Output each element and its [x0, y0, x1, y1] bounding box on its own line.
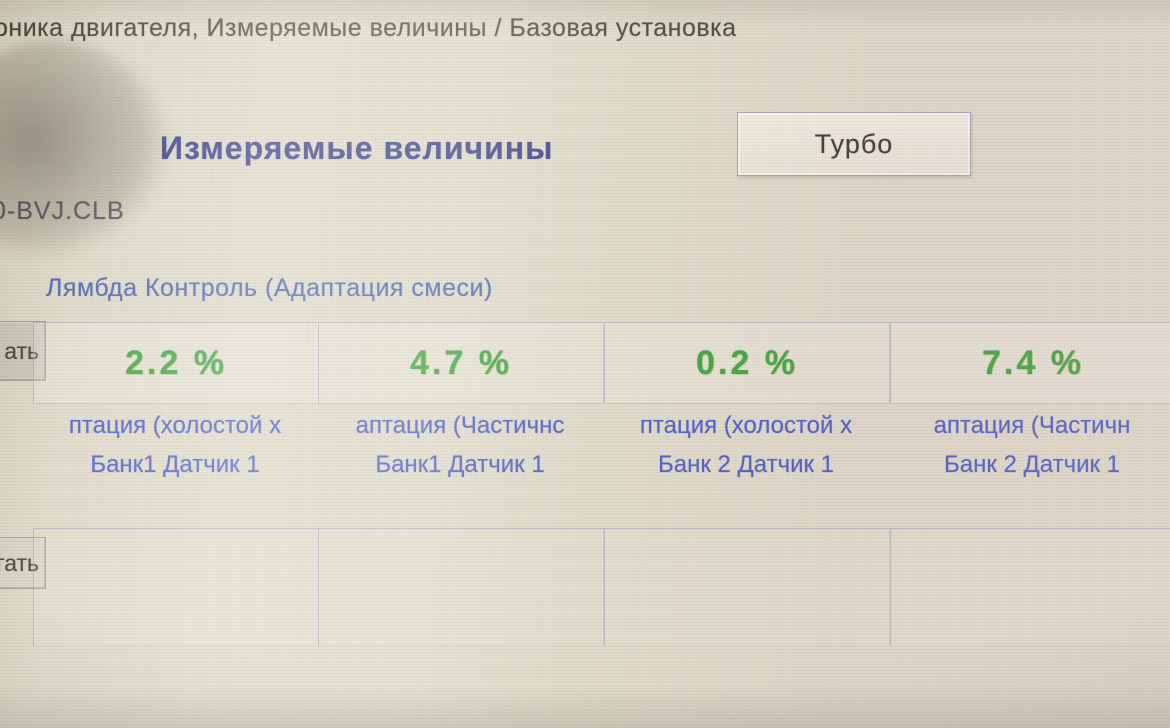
measurement-label: птация (холостой х Банк1 Датчик 1 [19, 406, 331, 484]
window-title: оника двигателя, Измеряемые величины / Б… [0, 14, 737, 42]
left-cropped-button-bottom[interactable]: гать [0, 537, 46, 589]
measurement-label-line1: аптация (Частичн [933, 412, 1131, 439]
measurement-label: аптация (Частичн Банк 2 Датчик 1 [876, 406, 1170, 484]
empty-measurement-box [33, 528, 319, 646]
measurement-value: 7.4 % [982, 343, 1084, 382]
measurement-value: 4.7 % [410, 343, 512, 382]
empty-measurement-box [890, 528, 1170, 646]
measurement-column-4: 7.4 % аптация (Частичн Банк 2 Датчик 1 [890, 0, 1170, 728]
label-file-name: 0-BVJ.CLB [0, 197, 125, 225]
measurement-label-line2: Банк1 Датчик 1 [90, 451, 260, 478]
page-title: Измеряемые величины [160, 130, 554, 166]
measurement-value-box: 2.2 % [33, 322, 319, 404]
measurement-label-line1: аптация (Частичнс [355, 412, 565, 439]
measurement-value: 2.2 % [125, 343, 227, 382]
empty-measurement-box [318, 528, 604, 646]
turbo-button[interactable]: Турбо [737, 112, 971, 176]
group-label-lambda-control: Лямбда Контроль (Адаптация смеси) [46, 274, 493, 302]
measurement-column-2: 4.7 % аптация (Частичнс Банк1 Датчик 1 [318, 0, 604, 728]
measurement-value-box: 4.7 % [318, 322, 604, 404]
measurement-label: аптация (Частичнс Банк1 Датчик 1 [304, 406, 616, 484]
measurement-label-line1: птация (холостой х [639, 412, 853, 439]
measurement-value-box: 0.2 % [604, 322, 890, 404]
measurement-value: 0.2 % [696, 343, 798, 382]
measurement-value-box: 7.4 % [890, 322, 1170, 404]
measurement-label-line2: Банк1 Датчик 1 [375, 451, 545, 478]
measurement-column-3: 0.2 % птация (холостой х Банк 2 Датчик 1 [604, 0, 890, 728]
measurement-label: птация (холостой х Банк 2 Датчик 1 [590, 406, 902, 484]
measurement-label-line2: Банк 2 Датчик 1 [657, 451, 835, 478]
measurement-label-line1: птация (холостой х [68, 412, 282, 439]
measurement-column-1: 2.2 % птация (холостой х Банк1 Датчик 1 [33, 0, 319, 728]
empty-measurement-box [604, 528, 890, 646]
measurement-label-line2: Банк 2 Датчик 1 [943, 451, 1121, 478]
